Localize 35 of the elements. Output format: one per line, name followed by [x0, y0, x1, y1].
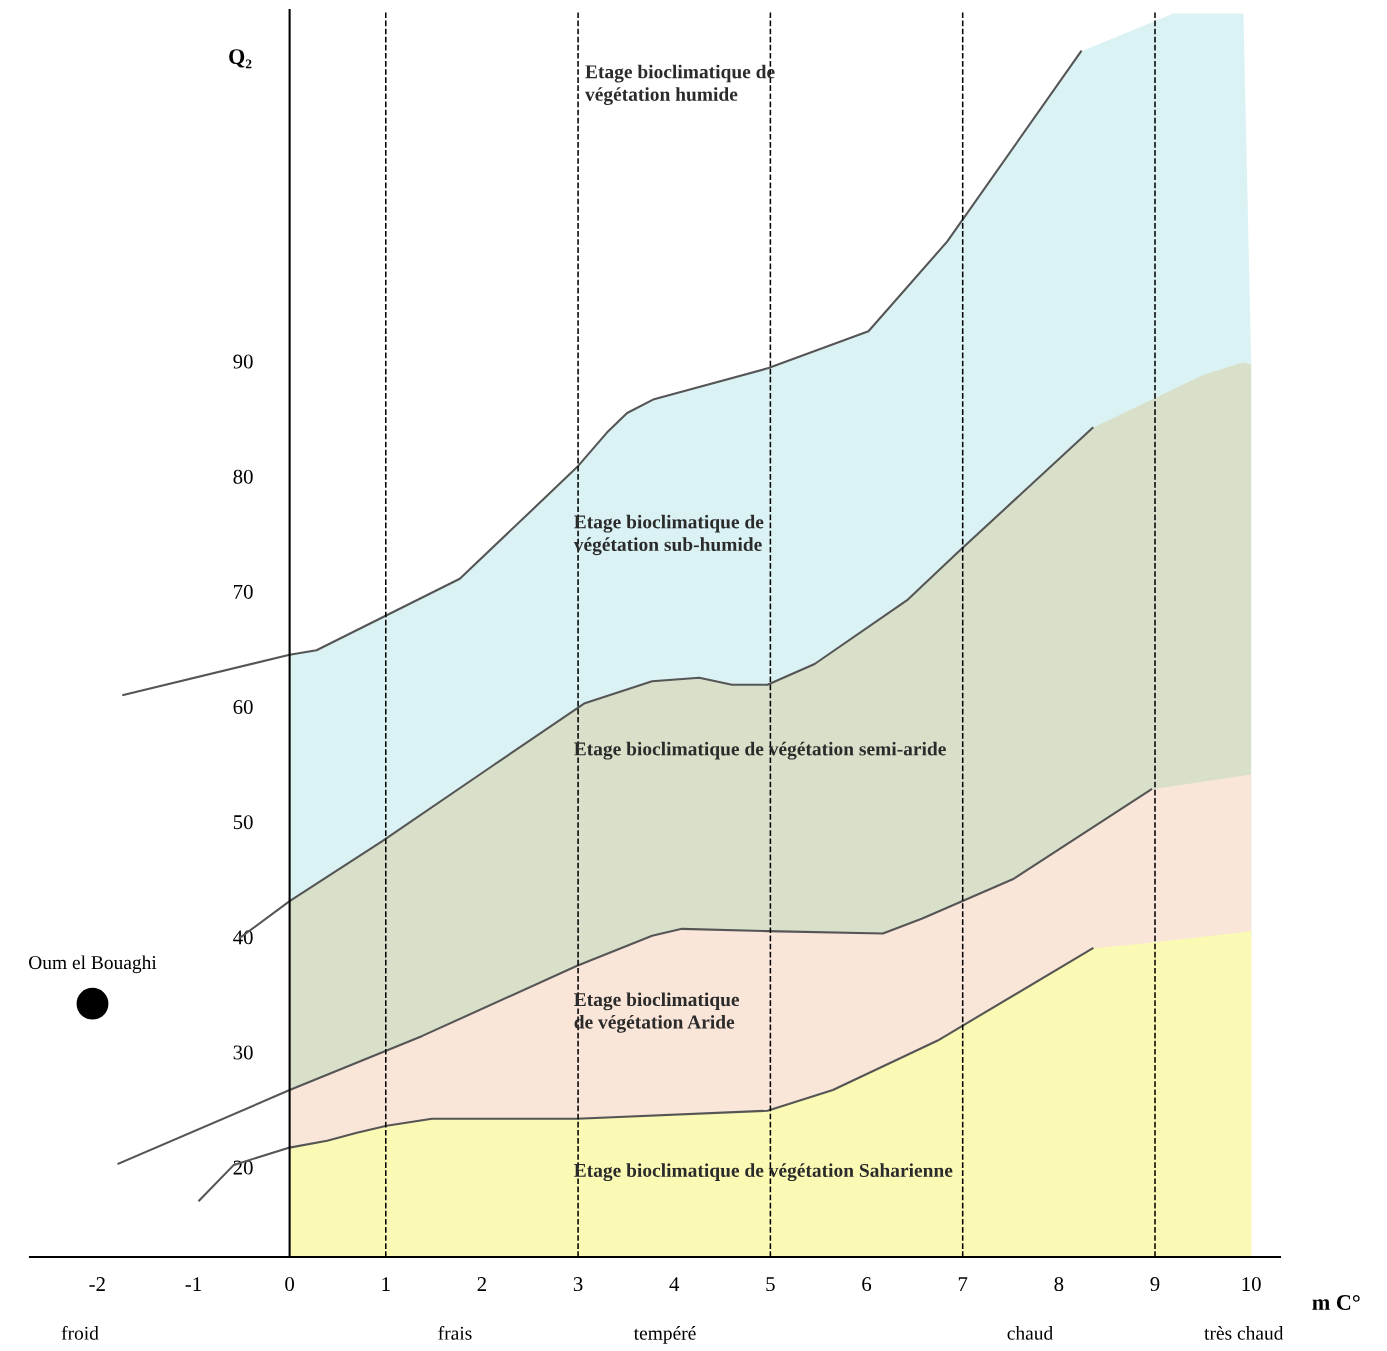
y-tick-label: 60: [233, 699, 253, 715]
x-tick-label: 2: [477, 1277, 486, 1291]
x-tick-label: 9: [1150, 1277, 1160, 1292]
text: froid: [61, 1325, 99, 1340]
x-tick-label: 1: [382, 1277, 390, 1291]
x-tick-label: 10: [1242, 1277, 1261, 1292]
text: frais: [438, 1325, 472, 1340]
x-tick-label: 5: [766, 1277, 775, 1292]
y-tick-label: 20: [233, 1160, 253, 1175]
y-tick-label: 70: [234, 584, 253, 599]
x-tick-label: 0: [285, 1277, 295, 1292]
text: chaud: [1007, 1326, 1053, 1340]
y-tick-label: 30: [233, 1045, 253, 1060]
line-series: [122, 50, 1082, 697]
text: très chaud: [1204, 1326, 1284, 1340]
annotation: Etage bioclimatique de végétation Saharienne: [574, 1163, 953, 1182]
y-tick-label: 80: [233, 469, 253, 484]
y-tick-label: 90: [233, 354, 253, 369]
text: tempéré: [633, 1326, 696, 1344]
annotation: Etage bioclimatique de végétation humide: [585, 64, 775, 105]
x-tick-label: 8: [1054, 1277, 1064, 1292]
annotation: Etage bioclimatique de végétation sub-humide: [573, 514, 764, 556]
y-axis-title: Q₂: [229, 49, 252, 69]
x-tick-label: 3: [573, 1277, 583, 1292]
x-tick-label: -1: [185, 1277, 201, 1291]
annotation: Etage bioclimatique de végétation Aride: [574, 992, 740, 1033]
series-label: Oum el Bouaghi: [29, 955, 157, 974]
y-tick-label: 50: [233, 815, 253, 830]
x-tick-label: 6: [862, 1277, 872, 1292]
x-axis-title: m C°: [1312, 1295, 1360, 1311]
x-tick-label: 4: [669, 1277, 680, 1291]
x-tick-label: 7: [958, 1277, 968, 1291]
annotation: Etage bioclimatique de végétation semi-aride: [574, 741, 946, 760]
x-tick-label: -2: [89, 1277, 105, 1291]
line-series: [198, 947, 1094, 1202]
